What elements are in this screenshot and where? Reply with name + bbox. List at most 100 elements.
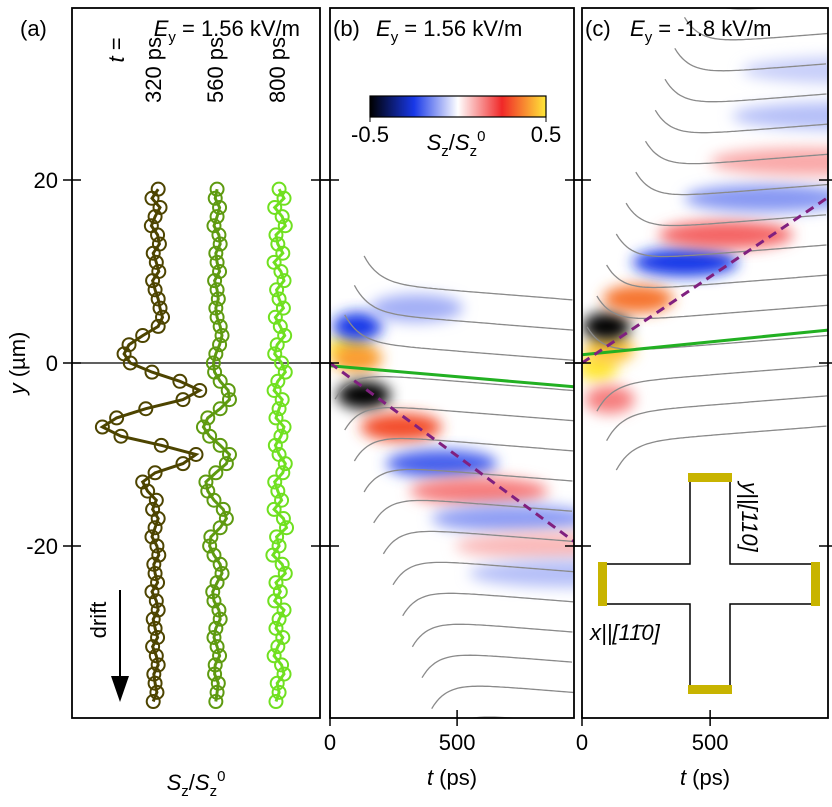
y-tick-label: 0 xyxy=(46,351,58,376)
profile-point xyxy=(270,639,286,655)
inset-cross xyxy=(598,473,820,694)
panel-label: (a) xyxy=(20,16,47,41)
fit-line xyxy=(582,328,828,357)
profile-point xyxy=(148,492,164,508)
guide-contour xyxy=(363,255,573,301)
profile-point xyxy=(172,373,188,389)
profile-point xyxy=(271,611,287,627)
panel-title-part: E xyxy=(376,16,391,41)
profile-point xyxy=(203,529,219,545)
contact xyxy=(811,562,820,606)
guide-contour xyxy=(353,437,574,462)
legend-title-part: t xyxy=(104,56,129,63)
profile-point xyxy=(209,282,225,298)
contact xyxy=(688,685,732,694)
profile-point xyxy=(149,538,165,554)
x-axis-label-part: S xyxy=(195,770,210,795)
profile-point xyxy=(205,584,221,600)
panel-title-part: E xyxy=(154,16,169,41)
guide-contour xyxy=(363,468,573,493)
profile-point xyxy=(214,328,230,344)
profile-point xyxy=(211,227,227,243)
profile-point xyxy=(145,611,161,627)
profile-point xyxy=(277,565,293,581)
guide-contour xyxy=(402,592,574,617)
profile-point xyxy=(145,273,161,289)
profile-point xyxy=(207,666,223,682)
profile-point xyxy=(147,675,163,691)
profile-point xyxy=(175,392,191,408)
profile-point xyxy=(275,465,291,481)
profile-point xyxy=(271,291,287,307)
profile-point xyxy=(266,648,282,664)
panel-label: (c) xyxy=(585,16,611,41)
profile-point xyxy=(149,684,165,700)
profile-point xyxy=(212,611,228,627)
profile-point xyxy=(94,419,110,435)
panel-title-part: y xyxy=(645,29,653,46)
profile-point xyxy=(210,291,226,307)
profile-point xyxy=(212,437,228,453)
guide-contour xyxy=(431,685,574,710)
heatmap-blob xyxy=(684,184,828,213)
legend-entry: 800 ps xyxy=(265,37,290,103)
heatmap-blob xyxy=(336,381,391,410)
legend-entry: 320 ps xyxy=(141,37,166,103)
profile-point xyxy=(267,593,283,609)
profile-point xyxy=(140,483,156,499)
profile-point xyxy=(276,190,292,206)
y-tick-label: 20 xyxy=(34,168,58,193)
panel-title-part: = 1.56 kV/m xyxy=(398,16,522,41)
guide-contour xyxy=(421,654,573,679)
profile-point xyxy=(148,648,164,664)
colorbar-label-part: z xyxy=(441,143,449,160)
profile-point xyxy=(266,501,282,517)
profile-point xyxy=(211,602,227,618)
profile-point xyxy=(206,492,222,508)
profile-point xyxy=(274,355,290,371)
profile-point xyxy=(275,300,291,316)
profile-point xyxy=(276,273,292,289)
profile-point xyxy=(198,474,214,490)
inset-y-label: y||[110] xyxy=(737,480,762,553)
profile-point xyxy=(277,456,293,472)
profile-point xyxy=(208,245,224,261)
profile-point xyxy=(212,236,228,252)
profile-point xyxy=(212,556,228,572)
drift-label: drift xyxy=(86,602,111,639)
panel-title: Ey = -1.8 kV/m xyxy=(630,16,771,46)
guide-contour xyxy=(606,264,828,289)
guide-contour xyxy=(334,375,574,400)
profile-point xyxy=(274,657,290,673)
profile-point xyxy=(205,355,221,371)
x-axis-label: Sz/Sz0 xyxy=(167,768,226,800)
profile-point xyxy=(138,401,154,417)
profile-point xyxy=(147,520,163,536)
profile-point xyxy=(122,355,138,371)
guide-contour xyxy=(664,78,827,103)
profile-point xyxy=(209,181,225,197)
heatmap-blob xyxy=(710,147,828,176)
profile-point xyxy=(147,465,163,481)
profile-point xyxy=(267,437,283,453)
heatmap-blob xyxy=(431,504,574,533)
guide-contour xyxy=(644,140,828,165)
fit-line xyxy=(582,196,828,365)
heatmap-blob xyxy=(602,284,674,313)
profile-point xyxy=(135,328,151,344)
guide-contour xyxy=(596,365,828,412)
legend-entry: 560 ps xyxy=(203,37,228,103)
profile-point xyxy=(273,264,289,280)
profile-point xyxy=(202,538,218,554)
panel-title: Ey = 1.56 kV/m xyxy=(376,16,522,46)
heatmap-blob xyxy=(332,344,383,373)
heatmap-blob xyxy=(386,449,498,478)
profile-point xyxy=(269,282,285,298)
profile-point xyxy=(150,181,166,197)
x-axis-label-part: 0 xyxy=(217,768,225,785)
panel-frame xyxy=(581,7,829,719)
profile-point xyxy=(147,209,163,225)
profile-point xyxy=(147,565,163,581)
colorbar-label-part: S xyxy=(455,130,470,155)
